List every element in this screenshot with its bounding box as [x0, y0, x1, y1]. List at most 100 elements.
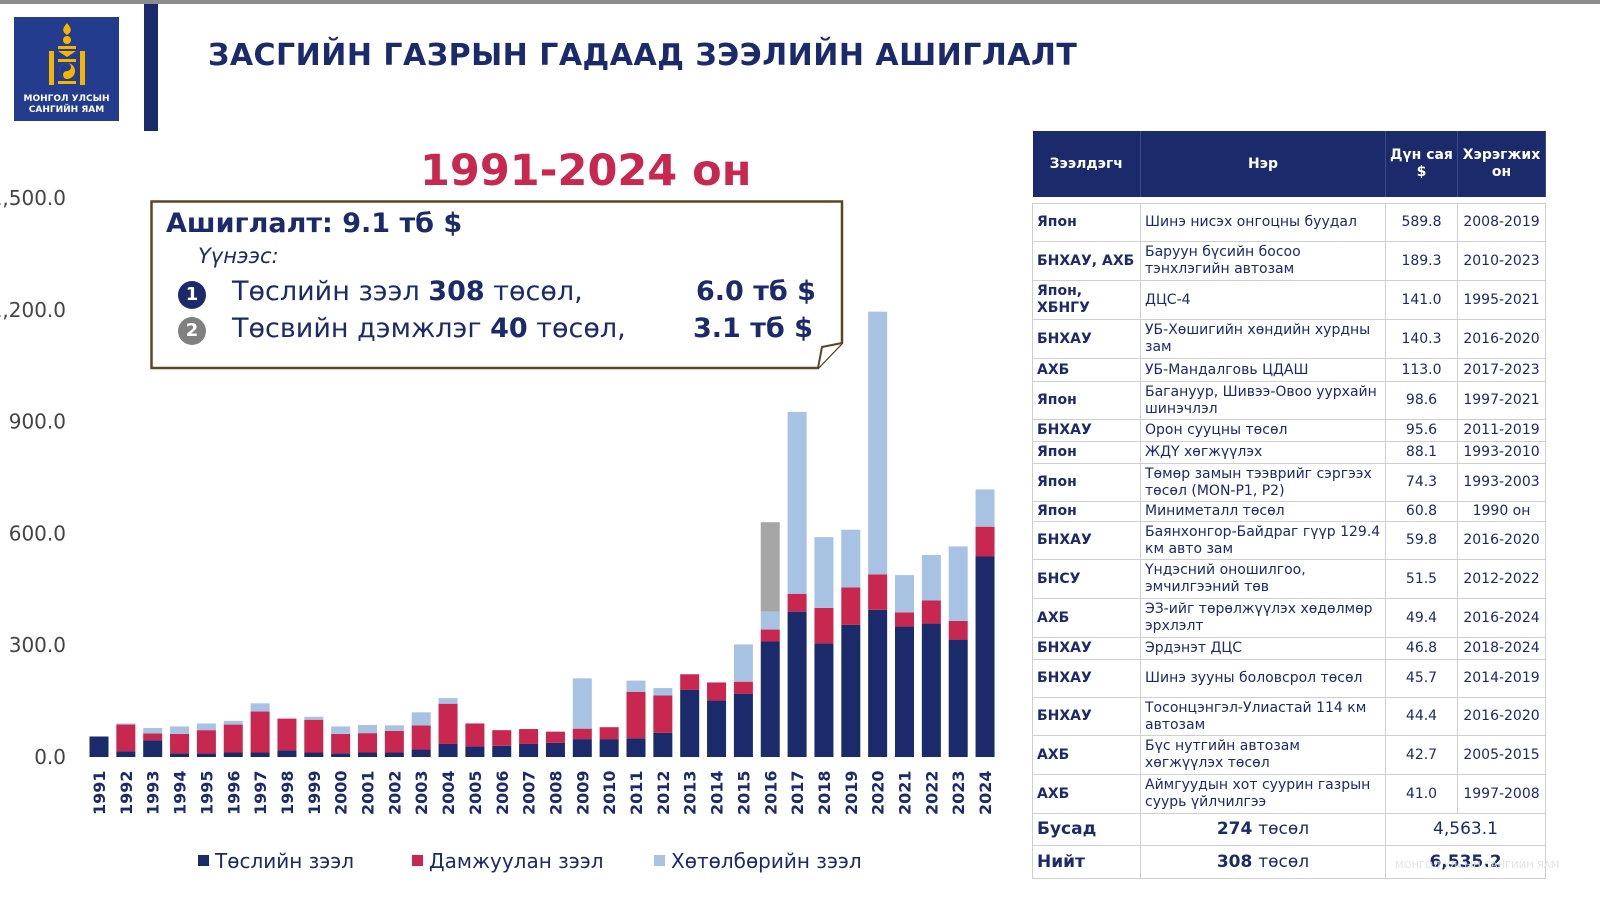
bar-1995-series-0: [196, 753, 216, 757]
x-tick-label: 2000: [332, 770, 351, 815]
bar-2023-series-2: [948, 546, 968, 621]
bar-2019-series-1: [841, 587, 861, 625]
bar-2017-series-0: [787, 611, 807, 757]
x-tick-label: 2023: [949, 770, 968, 815]
cell-project-name: Эрдэнэт ДЦС: [1140, 637, 1386, 660]
cell-amount: 41.0: [1385, 774, 1458, 814]
total-row-value: 6,535.2: [1385, 845, 1546, 879]
cell-years: 2016-2020: [1457, 521, 1546, 560]
top-border: [0, 0, 1600, 4]
bar-2011-series-1: [626, 691, 646, 739]
cell-years: 2016-2020: [1457, 319, 1546, 359]
total-row: Нийт 308 төсөл 6,535.2: [1032, 845, 1546, 879]
bar-1996-series-0: [223, 752, 243, 757]
cell-amount: 51.5: [1385, 559, 1458, 599]
cell-amount: 189.3: [1385, 241, 1458, 281]
cell-amount: 44.4: [1385, 697, 1458, 736]
cell-years: 2010-2023: [1457, 241, 1546, 281]
page-title: ЗАСГИЙН ГАЗРЫН ГАДААД ЗЭЭЛИЙН АШИГЛАЛТ: [208, 38, 1078, 73]
callout-item-2: Төсвийн дэмжлэг 40 төсөл,: [232, 313, 626, 344]
total-row-count: 308: [1216, 851, 1253, 872]
table-row: АХБ УБ-Мандалговь ЦДАШ 113.0 2017-2023: [1032, 358, 1546, 382]
bar-2000-series-0: [331, 753, 351, 757]
cell-project-name: Баянхонгор-Байдраг гүүр 129.4 км авто за…: [1140, 521, 1386, 560]
cell-amount: 74.3: [1385, 463, 1458, 502]
cell-project-name: ЭЗ-ийг төрөлжүүлэх хөдөлмөр эрхлэлт: [1140, 598, 1386, 638]
cell-project-name: ЖДҮ хөгжүүлэх: [1140, 441, 1386, 464]
bar-2023-series-1: [948, 620, 968, 640]
bar-1998-series-0: [277, 750, 297, 757]
bar-2010-series-0: [599, 739, 619, 757]
cell-project-name: Аймгуудын хот суурин газрын суурь үйлчил…: [1140, 774, 1386, 814]
bar-2002-series-1: [384, 730, 404, 753]
callout-headline: Ашиглалт: 9.1 тб $: [166, 208, 463, 239]
bar-2024-series-2: [975, 489, 995, 527]
legend-onlending-loan: Дамжуулан зээл: [412, 849, 604, 873]
bar-2007-series-1: [519, 729, 539, 744]
table-row: Япон ЖДҮ хөгжүүлэх 88.1 1993-2010: [1032, 441, 1546, 464]
bar-2003-series-1: [411, 725, 431, 750]
bar-1993-series-0: [143, 740, 163, 757]
cell-lender: БНСУ: [1032, 559, 1141, 599]
bar-2019-series-2: [841, 529, 861, 588]
bar-2021-series-1: [895, 612, 914, 627]
cell-amount: 59.8: [1385, 521, 1458, 560]
bar-2015-series-0: [733, 693, 753, 757]
bar-1997-series-2: [250, 703, 270, 712]
x-tick-label: 2006: [493, 770, 512, 815]
bar-2016-series-2: [760, 611, 780, 630]
bar-1994-series-1: [170, 733, 190, 754]
cell-years: 1997-2021: [1457, 381, 1546, 420]
cell-lender: АХБ: [1032, 598, 1141, 638]
bar-2006-series-0: [492, 745, 512, 757]
table-row: Япон Төмөр замын тээврийг сэргээх төсөл (…: [1032, 463, 1546, 502]
bar-2022-series-2: [921, 555, 941, 601]
x-tick-label: 2005: [466, 770, 485, 815]
number-badge-1: 1: [178, 281, 206, 309]
callout-item-2-unit: төсөл,: [527, 313, 626, 344]
cell-lender: БНХАУ: [1032, 659, 1141, 698]
cell-project-name: Тосонцэнгэл-Улиастай 114 км автозам: [1140, 697, 1386, 736]
cell-lender: БНХАУ: [1032, 697, 1141, 736]
cell-lender: БНХАУ: [1032, 419, 1141, 442]
y-tick-label: 900.0: [9, 410, 66, 434]
cell-project-name: Шинэ зууны боловсрол төсөл: [1140, 659, 1386, 698]
bar-2021-series-0: [895, 626, 914, 757]
bar-2017-series-2: [787, 411, 807, 594]
bar-2009-series-1: [572, 728, 592, 740]
cell-amount: 113.0: [1385, 358, 1458, 382]
x-tick-label: 2017: [788, 770, 807, 815]
legend-project-loan: Төслийн зээл: [198, 849, 354, 873]
bar-2016-series-3: [760, 522, 780, 612]
bar-2002-series-0: [384, 752, 404, 757]
total-row-count-cell: 308 төсөл: [1140, 845, 1386, 879]
x-tick-label: 2002: [385, 770, 404, 815]
cell-years: 2017-2023: [1457, 358, 1546, 382]
bar-2009-series-2: [572, 678, 592, 729]
bar-2008-series-1: [545, 731, 565, 743]
table-row: БНХАУ УБ-Хөшигийн хөндийн хурдны зам 140.3…: [1032, 319, 1546, 359]
bar-1992-series-1: [116, 724, 136, 752]
cell-lender: БНХАУ: [1032, 319, 1141, 359]
bar-1999-series-0: [304, 752, 324, 757]
cell-lender: Япон: [1032, 441, 1141, 464]
cell-project-name: Миниметалл төсөл: [1140, 501, 1386, 522]
legend-swatch-onlending: [412, 855, 423, 866]
cell-lender: Япон: [1032, 501, 1141, 522]
bar-2009-series-0: [572, 739, 592, 757]
cell-lender: АХБ: [1032, 358, 1141, 382]
bar-2013-series-1: [680, 674, 700, 690]
other-row-label: Бусад: [1032, 813, 1141, 846]
x-tick-label: 2007: [520, 770, 539, 815]
bar-2005-series-0: [465, 746, 485, 757]
bar-2020-series-1: [868, 574, 888, 610]
bar-2016-series-0: [760, 641, 780, 757]
bar-1993-series-2: [143, 727, 163, 734]
cell-amount: 140.3: [1385, 319, 1458, 359]
cell-lender: Япон: [1032, 203, 1141, 242]
bar-1998-series-1: [277, 718, 297, 751]
soyombo-icon: [49, 23, 85, 85]
bar-2014-series-0: [707, 700, 727, 757]
bar-2022-series-0: [921, 623, 941, 757]
cell-lender: БНХАУ: [1032, 521, 1141, 560]
